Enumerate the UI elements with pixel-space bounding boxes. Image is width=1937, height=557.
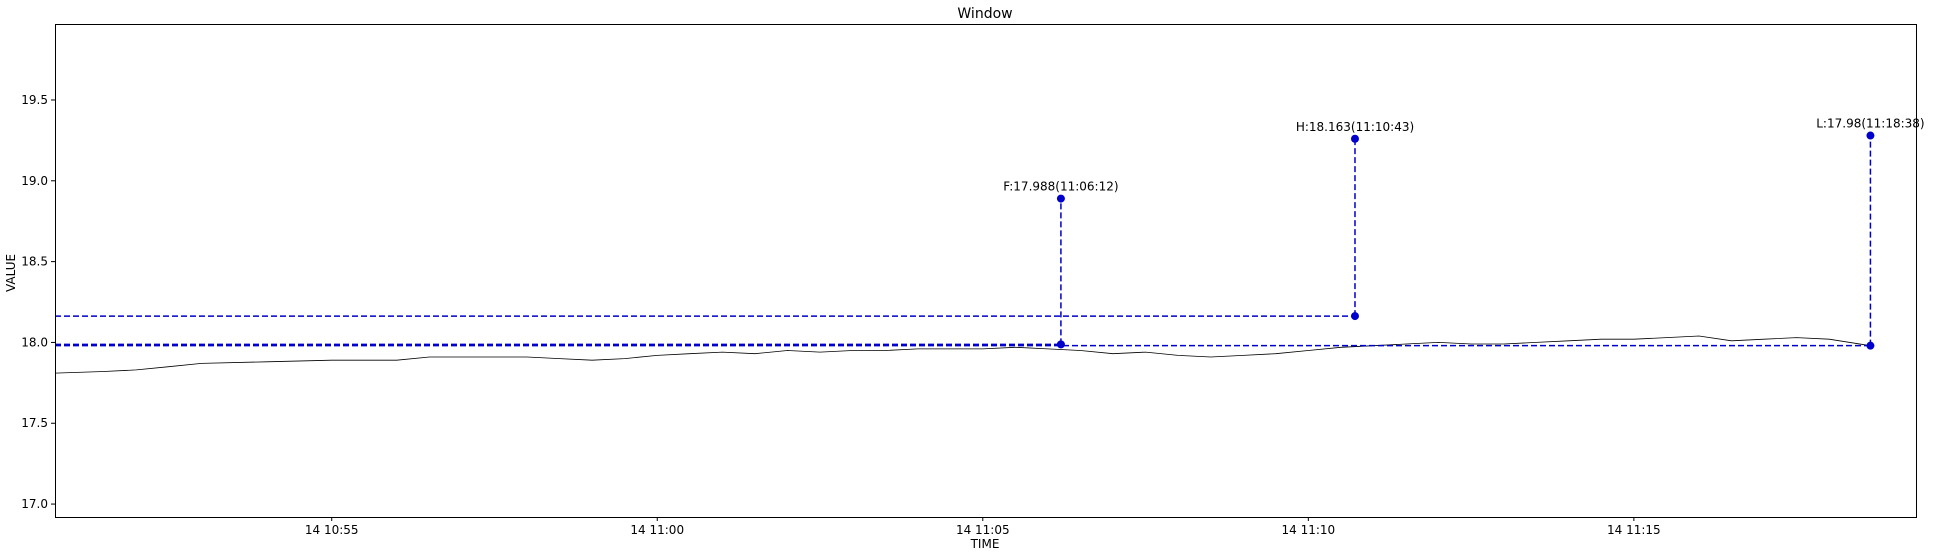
- marker-annotation: F:17.988(11:06:12): [1003, 180, 1118, 194]
- y-tick-label: 17.0: [21, 497, 48, 511]
- marker-annotation: L:17.98(11:18:38): [1816, 117, 1924, 131]
- plot-area: F:17.988(11:06:12) H:18.163(11:10:43) L:17…: [54, 117, 1925, 374]
- marker-label-point: [1350, 134, 1359, 143]
- marker-point: [1866, 341, 1875, 350]
- x-axis: 14 10:55 14 11:00 14 11:05 14 11:10 14 11:15: [305, 517, 1661, 537]
- x-tick-label: 14 11:15: [1607, 523, 1661, 537]
- marker-point: [1056, 340, 1065, 349]
- marker-label-point: [1056, 194, 1065, 203]
- marker-label-point: [1866, 131, 1875, 140]
- marker-annotation: H:18.163(11:10:43): [1296, 120, 1414, 134]
- x-tick-label: 14 11:05: [956, 523, 1010, 537]
- marker-point: [1350, 312, 1359, 321]
- y-tick-label: 18.0: [21, 335, 48, 349]
- y-tick-label: 19.5: [21, 93, 48, 107]
- x-axis-label: TIME: [970, 537, 1000, 551]
- y-tick-label: 19.0: [21, 174, 48, 188]
- x-tick-label: 14 10:55: [305, 523, 359, 537]
- x-tick-label: 14 11:00: [630, 523, 684, 537]
- y-axis-label: VALUE: [4, 254, 18, 292]
- y-axis: 17.0 17.5 18.0 18.5 19.0 19.5: [21, 93, 55, 511]
- x-tick-label: 14 11:10: [1281, 523, 1335, 537]
- y-tick-label: 18.5: [21, 255, 48, 269]
- value-series-line: [54, 335, 1871, 374]
- y-tick-label: 17.5: [21, 416, 48, 430]
- chart-title: Window: [957, 6, 1012, 22]
- plot-frame: [55, 24, 1917, 518]
